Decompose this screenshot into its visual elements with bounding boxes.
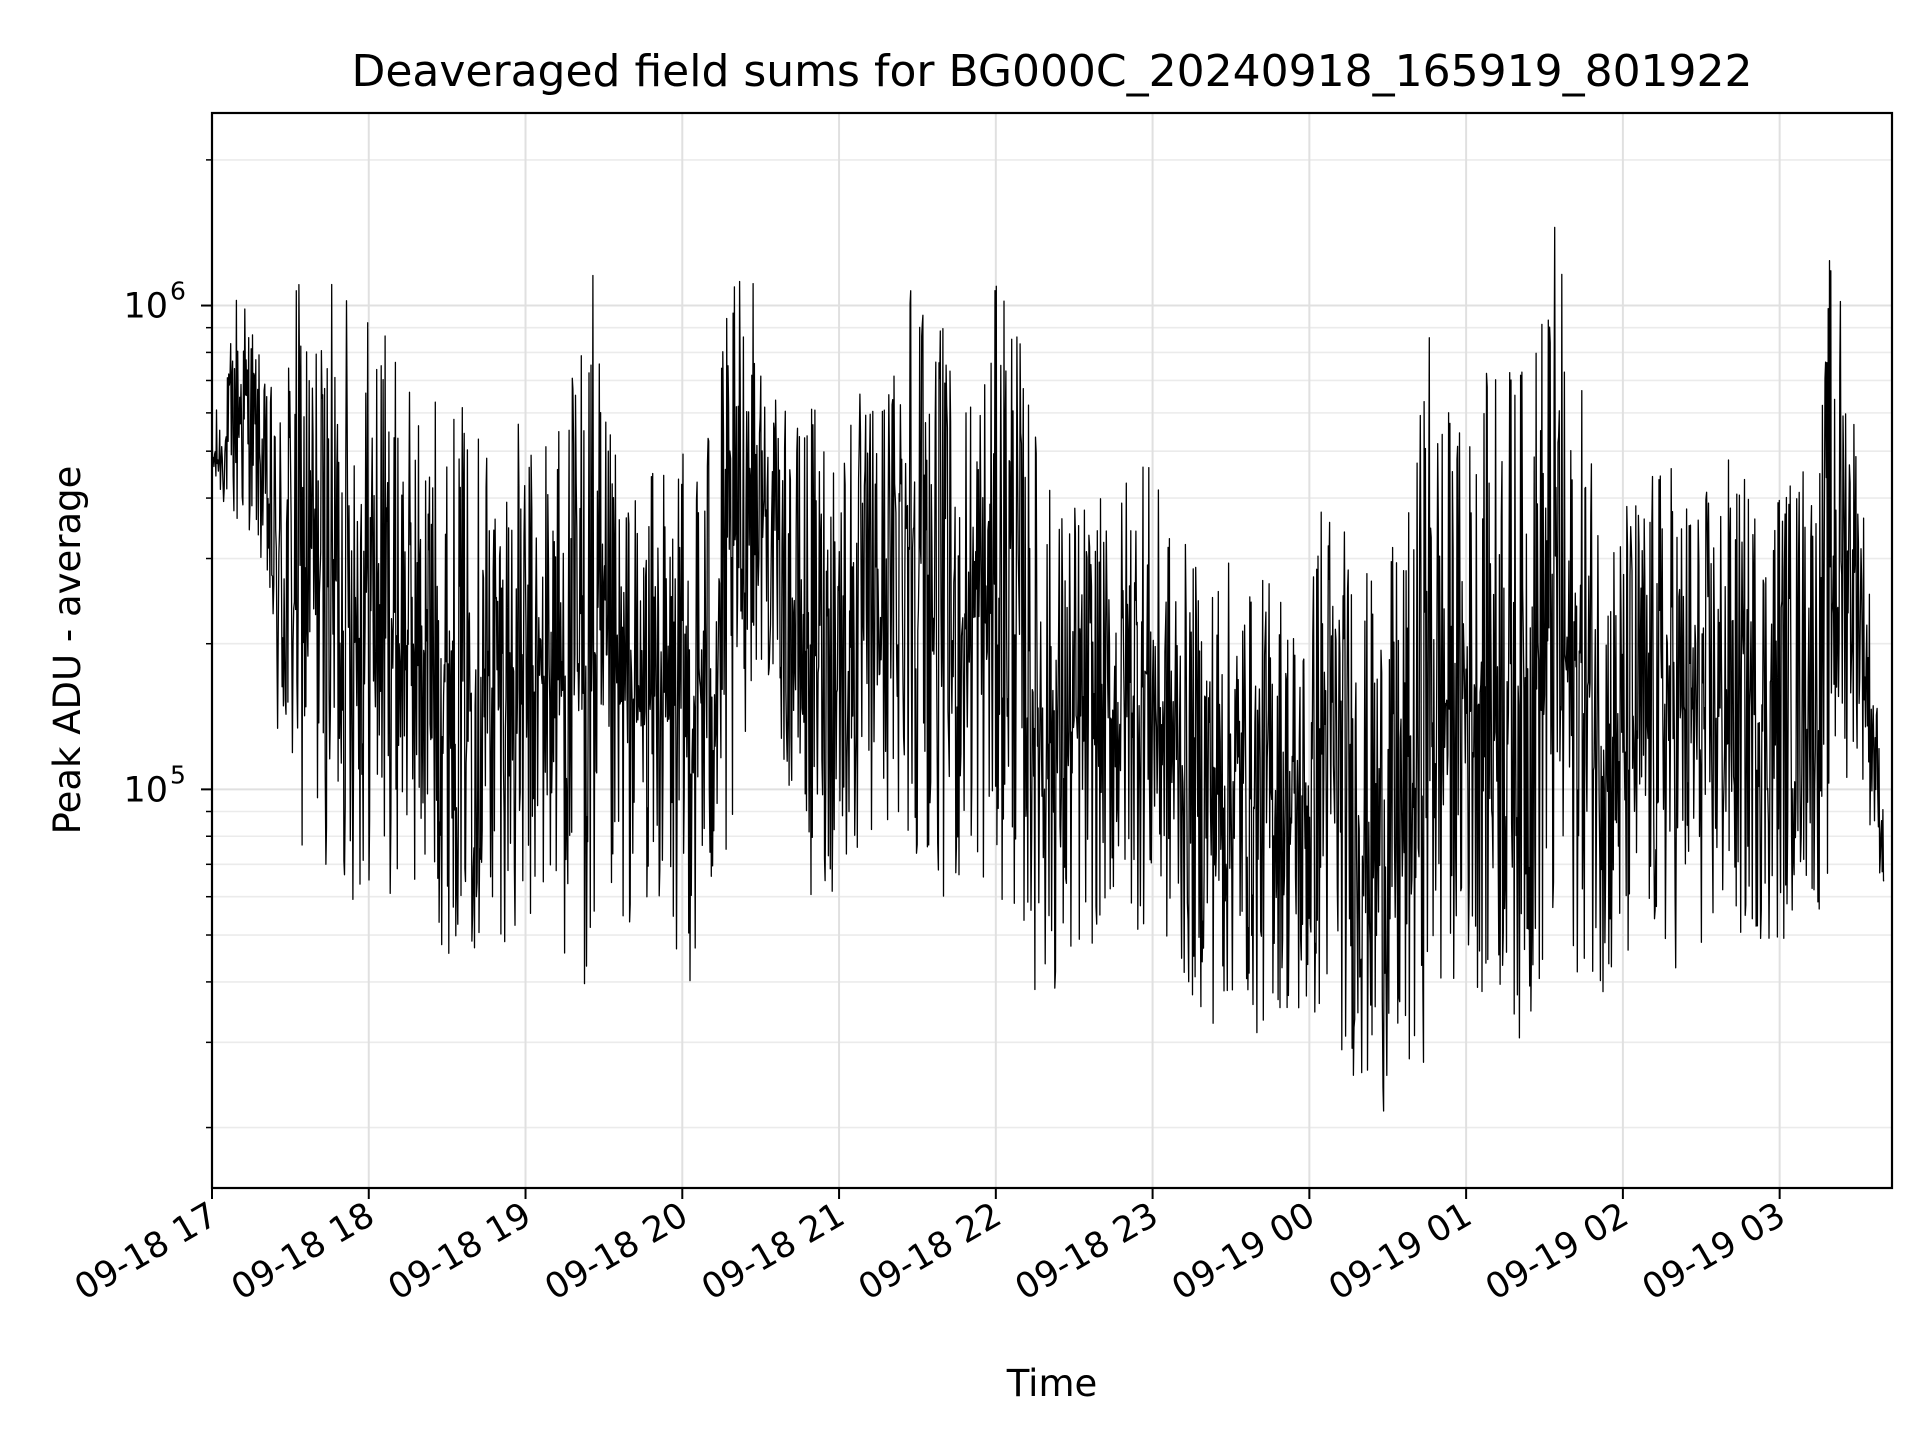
y-tick-label: 10 bbox=[123, 287, 168, 327]
y-axis-label: Peak ADU - average bbox=[46, 466, 89, 835]
plot-frame bbox=[210, 111, 1894, 1190]
data-series-line bbox=[211, 226, 1885, 1112]
y-tick-exponent: 6 bbox=[170, 277, 186, 306]
x-axis-label: Time bbox=[1006, 1362, 1098, 1405]
y-tick-exponent: 5 bbox=[170, 760, 186, 789]
y-tick-label: 10 bbox=[123, 770, 168, 810]
plot-area bbox=[211, 226, 1885, 1112]
chart-title: Deaveraged field sums for BG000C_2024091… bbox=[351, 46, 1752, 97]
